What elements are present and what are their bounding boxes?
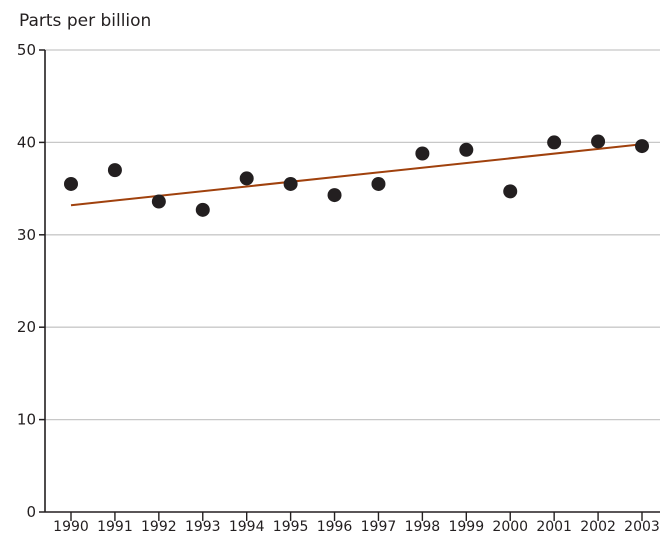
data-point (371, 176, 386, 191)
data-point (327, 188, 342, 203)
x-tick-label: 1994 (229, 519, 265, 535)
data-point (107, 163, 122, 178)
trendline-layer (70, 143, 643, 207)
x-tick-label: 2001 (536, 519, 572, 535)
grid-lines (45, 49, 660, 421)
x-tick-label: 1993 (185, 519, 221, 535)
axes: 0 10 20 30 40 50 (17, 41, 660, 521)
data-point (591, 134, 606, 149)
data-point (283, 176, 298, 191)
x-tick-label: 2000 (492, 519, 528, 535)
data-point (503, 184, 518, 199)
x-tick-label: 1995 (273, 519, 309, 535)
y-tick-label: 30 (17, 226, 36, 244)
x-tick-label: 2002 (580, 519, 616, 535)
data-point (64, 176, 78, 191)
x-tick-label: 1997 (361, 519, 397, 535)
x-tick-label: 2003 (624, 519, 660, 535)
trend-line (70, 143, 643, 207)
y-tick-label: 50 (17, 41, 36, 59)
data-points (64, 134, 649, 217)
x-tick-label: 1991 (97, 519, 133, 535)
y-tick-label: 10 (17, 411, 36, 429)
data-point (151, 194, 166, 209)
x-ticks: 1990 1991 1992 1993 1994 1995 1996 1997 1998 1999… (53, 512, 660, 535)
x-tick-label: 1990 (53, 519, 89, 535)
data-point (415, 146, 430, 161)
data-point (459, 142, 474, 157)
y-tick-label: 20 (17, 318, 36, 336)
y-tick-label: 40 (17, 133, 36, 151)
data-point (239, 171, 254, 186)
x-tick-label: 1999 (448, 519, 484, 535)
y-axis-label: Parts per billion (19, 11, 151, 31)
x-tick-label: 1998 (405, 519, 441, 535)
data-point (635, 139, 649, 154)
data-point (195, 202, 210, 217)
x-tick-label: 1992 (141, 519, 177, 535)
data-point (547, 135, 562, 150)
x-tick-label: 1996 (317, 519, 353, 535)
y-tick-label: 0 (26, 503, 36, 521)
